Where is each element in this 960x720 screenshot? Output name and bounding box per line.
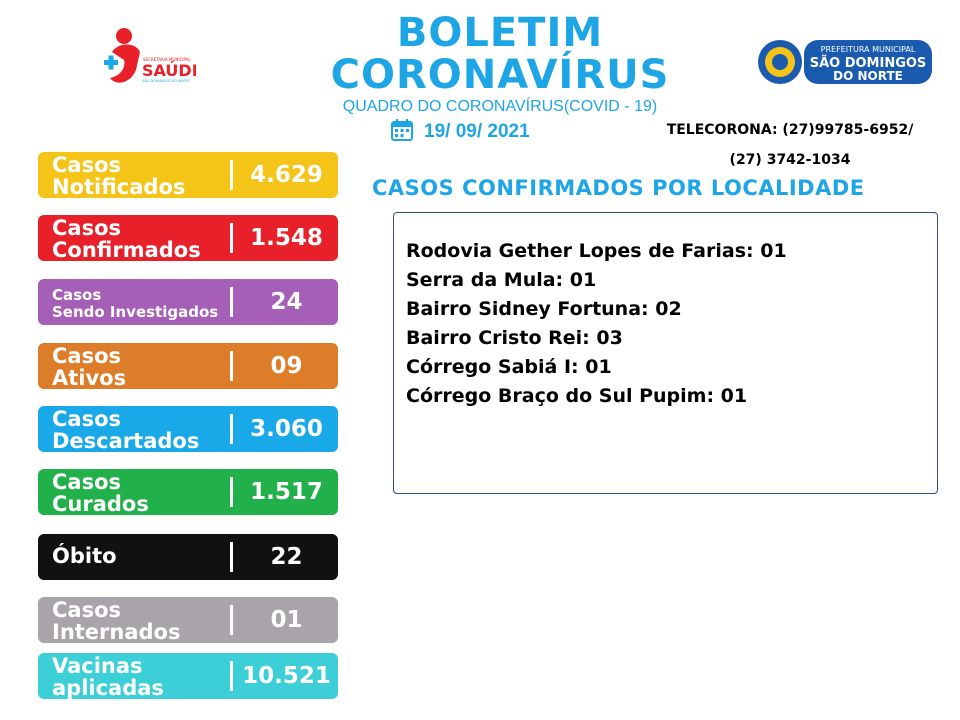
stat-label: Casos Curados: [52, 470, 149, 516]
stat-separator: [230, 160, 233, 190]
logo-left-sub: SÃO DOMINGOS DO NORTE: [142, 78, 190, 83]
stat-separator: [230, 661, 233, 691]
stat-separator: [230, 414, 233, 444]
health-secretary-logo: SECRETARIA MUNICIPAL SAÚDE SÃO DOMINGOS …: [96, 22, 203, 94]
stat-notificados: Casos Notificados 4.629: [38, 152, 338, 198]
date-row: 19/ 09/ 2021: [390, 118, 530, 146]
stat-vacinas: Vacinas aplicadas 10.521: [38, 653, 338, 699]
location-item: Córrego Braço do Sul Pupim: 01: [406, 385, 748, 407]
logo-right-main1: SÃO DOMINGOS: [810, 55, 927, 71]
stat-separator: [230, 542, 233, 572]
calendar-icon: [390, 118, 414, 146]
page-title-line1: BOLETIM: [396, 10, 604, 56]
stat-separator: [230, 287, 233, 317]
stat-separator: [230, 605, 233, 635]
stat-separator: [230, 351, 233, 381]
location-item: Córrego Sabiá I: 01: [406, 356, 612, 378]
stat-value: 10.521: [242, 663, 331, 689]
stat-confirmados: Casos Confirmados 1.548: [38, 215, 338, 261]
logo-left-top: SECRETARIA MUNICIPAL: [143, 57, 191, 62]
telecorona-line2: (27) 3742-1034: [729, 152, 851, 168]
stat-separator: [230, 223, 233, 253]
page-subtitle: QUADRO DO CORONAVÍRUS(COVID - 19): [342, 98, 658, 115]
stat-label: Casos Confirmados: [52, 216, 201, 262]
stat-internados: Casos Internados 01: [38, 597, 338, 643]
page-title-line2: CORONAVÍRUS: [330, 52, 670, 98]
location-item: Bairro Sidney Fortuna: 02: [406, 298, 682, 320]
bulletin-date: 19/ 09/ 2021: [424, 121, 530, 142]
stat-value: 4.629: [250, 162, 323, 188]
stat-label: Casos Ativos: [52, 344, 127, 390]
stat-investigados: Casos Sendo Investigados 24: [38, 279, 338, 325]
location-item: Serra da Mula: 01: [406, 269, 597, 291]
stat-value: 01: [270, 607, 303, 633]
stat-value: 1.517: [250, 479, 323, 505]
stat-obito: Óbito 22: [38, 534, 338, 580]
stat-descartados: Casos Descartados 3.060: [38, 406, 338, 452]
stat-value: 1.548: [250, 225, 323, 251]
stat-label: Casos Sendo Investigados: [52, 286, 219, 321]
logo-left-main: SAÚDE: [142, 61, 196, 80]
stat-label: Casos Notificados: [52, 153, 186, 199]
locations-panel: Rodovia Gether Lopes de Farias: 01 Serra…: [393, 212, 938, 494]
location-item: Rodovia Gether Lopes de Farias: 01: [406, 240, 787, 262]
stat-label: Vacinas aplicadas: [52, 654, 164, 700]
stat-value: 22: [270, 544, 303, 570]
stat-curados: Casos Curados 1.517: [38, 469, 338, 515]
stat-ativos: Casos Ativos 09: [38, 343, 338, 389]
stat-separator: [230, 477, 233, 507]
stat-value: 24: [270, 289, 303, 315]
stat-label: Óbito: [52, 544, 117, 568]
city-hall-logo: PREFEITURA MUNICIPAL SÃO DOMINGOS DO NOR…: [756, 36, 934, 88]
logo-right-top: PREFEITURA MUNICIPAL: [821, 45, 916, 54]
logo-right-main2: DO NORTE: [833, 69, 903, 83]
stat-value: 09: [270, 353, 303, 379]
stat-value: 3.060: [250, 416, 323, 442]
locations-list: Rodovia Gether Lopes de Farias: 01 Serra…: [406, 237, 787, 411]
locations-title: CASOS CONFIRMADOS POR LOCALIDADE: [372, 176, 865, 200]
location-item: Bairro Cristo Rei: 03: [406, 327, 623, 349]
stat-label: Casos Internados: [52, 598, 181, 644]
telecorona-line1: TELECORONA: (27)99785-6952/: [666, 122, 914, 138]
stat-label: Casos Descartados: [52, 407, 200, 453]
